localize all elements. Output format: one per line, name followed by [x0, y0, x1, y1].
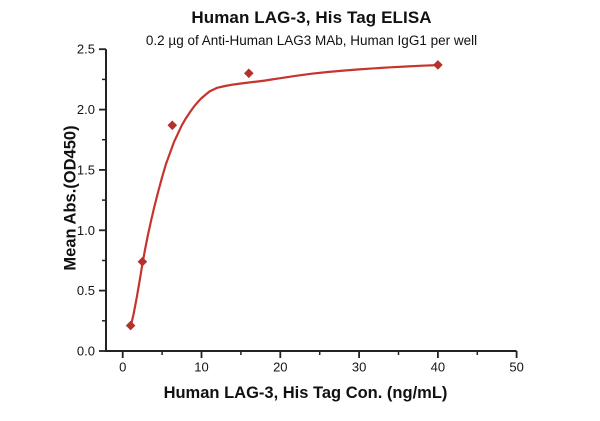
y-tick-label: 2.5: [77, 42, 95, 57]
data-point-marker: [433, 60, 443, 70]
data-point-marker: [167, 120, 178, 131]
data-point-marker: [244, 68, 254, 79]
axis-spine: [105, 49, 517, 352]
x-tick-label: 40: [431, 360, 445, 375]
y-tick-label: 2.0: [77, 102, 95, 117]
x-tick-label: 10: [194, 360, 208, 375]
y-tick-label: 0.0: [77, 344, 95, 359]
chart-title: Human LAG-3, His Tag ELISA: [191, 8, 432, 27]
y-tick-label: 1.0: [77, 223, 95, 238]
data-point-marker: [137, 256, 148, 267]
y-tick-label: 0.5: [77, 283, 95, 298]
y-tick-label: 1.5: [77, 162, 95, 177]
data-point-marker: [125, 320, 136, 331]
x-tick-label: 50: [509, 360, 523, 375]
x-axis-label: Human LAG-3, His Tag Con. (ng/mL): [163, 384, 448, 402]
x-tick-label: 30: [352, 360, 366, 375]
chart-subtitle: 0.2 µg of Anti-Human LAG3 MAb, Human IgG…: [145, 33, 478, 48]
x-tick-label: 20: [273, 360, 287, 375]
x-tick-label: 0: [119, 360, 126, 375]
fit-curve: [129, 63, 439, 328]
